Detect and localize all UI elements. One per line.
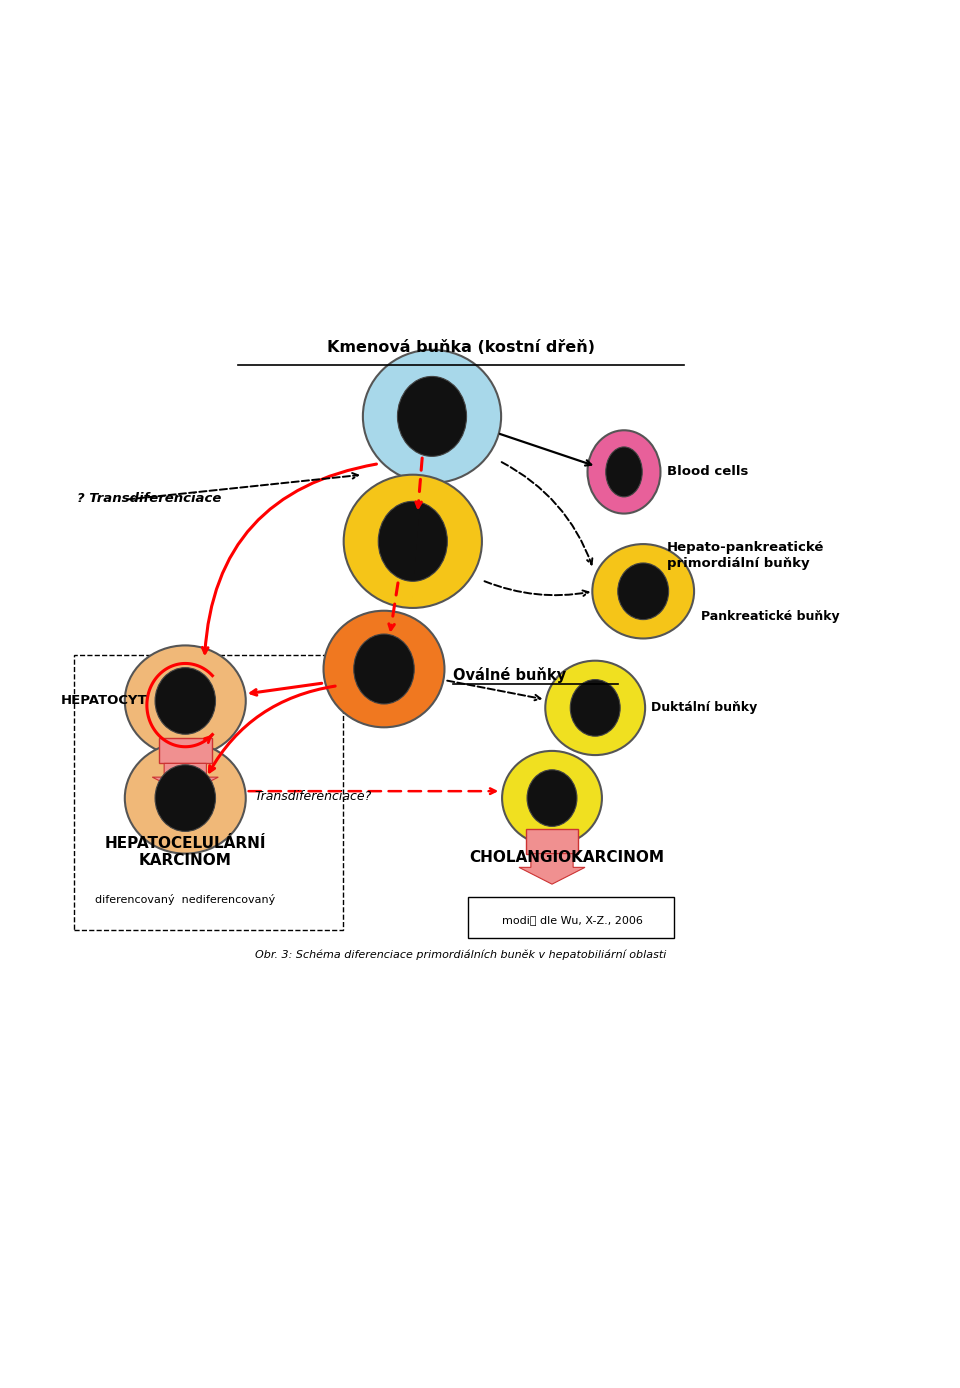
Text: HEPATOCYT: HEPATOCYT	[60, 694, 147, 708]
Ellipse shape	[502, 751, 602, 845]
Ellipse shape	[545, 661, 645, 755]
Ellipse shape	[527, 770, 577, 826]
Ellipse shape	[570, 680, 620, 736]
Text: Obr. 3: Schéma diferenciace primordiálních buněk v hepatobiliární oblasti: Obr. 3: Schéma diferenciace primordiální…	[255, 949, 666, 960]
Bar	[158, 738, 211, 763]
Text: HEPATOCELULÁRNÍ
KARCINOM: HEPATOCELULÁRNÍ KARCINOM	[105, 836, 266, 869]
FancyBboxPatch shape	[468, 897, 674, 938]
Ellipse shape	[397, 376, 467, 457]
Text: ? Transdiferenciace: ? Transdiferenciace	[77, 491, 221, 505]
Text: Pankreatické buňky: Pankreatické buňky	[701, 609, 839, 623]
Text: Transdiferenciace?: Transdiferenciace?	[254, 790, 372, 804]
Ellipse shape	[378, 501, 447, 582]
Ellipse shape	[353, 634, 415, 704]
Text: Blood cells: Blood cells	[667, 465, 749, 479]
Text: Oválné buňky: Oválné buňky	[453, 666, 566, 683]
Ellipse shape	[618, 564, 669, 619]
Ellipse shape	[155, 765, 215, 831]
Bar	[526, 829, 578, 854]
Ellipse shape	[363, 350, 501, 483]
Ellipse shape	[125, 743, 246, 854]
Text: Kmenová buňka (kostní dřeň): Kmenová buňka (kostní dřeň)	[326, 340, 595, 355]
Text: CHOLANGIOKARCINOM: CHOLANGIOKARCINOM	[468, 851, 664, 865]
FancyArrow shape	[153, 763, 218, 794]
Ellipse shape	[344, 475, 482, 608]
Ellipse shape	[588, 430, 660, 514]
Ellipse shape	[155, 668, 215, 734]
Text: Duktální buňky: Duktální buňky	[651, 701, 757, 715]
Ellipse shape	[324, 611, 444, 727]
Bar	[74, 655, 343, 930]
FancyArrow shape	[519, 854, 585, 884]
Ellipse shape	[592, 544, 694, 638]
Text: diferencovaný  nediferencovaný: diferencovaný nediferencovaný	[95, 894, 276, 905]
Text: Hepato-pankreatické
primordiální buňky: Hepato-pankreatické primordiální buňky	[667, 541, 825, 569]
Ellipse shape	[606, 447, 642, 497]
Ellipse shape	[125, 645, 246, 756]
Text: modi︰ dle Wu, X-Z., 2006: modi︰ dle Wu, X-Z., 2006	[502, 915, 642, 926]
